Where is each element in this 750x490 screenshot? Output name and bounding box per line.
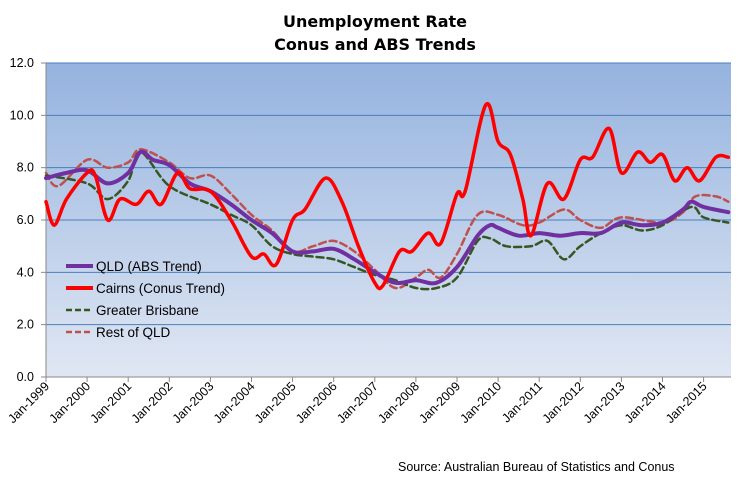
- chart-subtitle: Conus and ABS Trends: [274, 35, 476, 54]
- x-tick-label: Jan-2006: [293, 379, 340, 426]
- x-tick-label: Jan-2004: [211, 379, 258, 426]
- y-tick-label: 4.0: [17, 265, 34, 279]
- x-tick-label: Jan-2002: [129, 379, 176, 426]
- x-tick-label: Jan-2012: [540, 379, 587, 426]
- y-tick-label: 12.0: [10, 56, 34, 70]
- x-tick-label: Jan-2011: [499, 379, 545, 425]
- y-tick-label: 6.0: [17, 213, 34, 227]
- series-line-rest-of-qld: [44, 148, 730, 290]
- y-tick-label: 10.0: [10, 108, 34, 122]
- x-tick-label: Jan-2003: [170, 379, 217, 426]
- source-note: Source: Australian Bureau of Statistics …: [398, 460, 675, 474]
- x-tick-label: Jan-2014: [622, 379, 669, 426]
- y-tick-label: 2.0: [17, 318, 34, 332]
- x-tick-label: Jan-2001: [88, 379, 135, 426]
- legend-label: Rest of QLD: [96, 325, 171, 340]
- chart-title: Unemployment Rate: [283, 12, 467, 31]
- x-tick-label: Jan-2005: [252, 379, 299, 426]
- x-tick-label: Jan-2008: [375, 379, 422, 426]
- x-tick-label: Jan-2000: [46, 379, 93, 426]
- series-line-cairns-conus-trend: [44, 101, 731, 291]
- x-tick-label: Jan-2007: [334, 379, 381, 426]
- y-tick-label: 8.0: [17, 161, 34, 175]
- legend-label: Cairns (Conus Trend): [96, 281, 225, 296]
- legend-label: Greater Brisbane: [96, 303, 199, 318]
- x-tick-label: Jan-2009: [416, 379, 463, 426]
- series-line-qld-abs-trend: [44, 149, 731, 286]
- x-tick-label: Jan-1999: [5, 379, 52, 426]
- x-tick-label: Jan-2013: [581, 379, 628, 426]
- x-tick-label: Jan-2010: [457, 379, 504, 426]
- legend-label: QLD (ABS Trend): [96, 259, 202, 274]
- x-tick-label: Jan-2015: [663, 379, 710, 426]
- y-tick-label: 0.0: [17, 370, 34, 384]
